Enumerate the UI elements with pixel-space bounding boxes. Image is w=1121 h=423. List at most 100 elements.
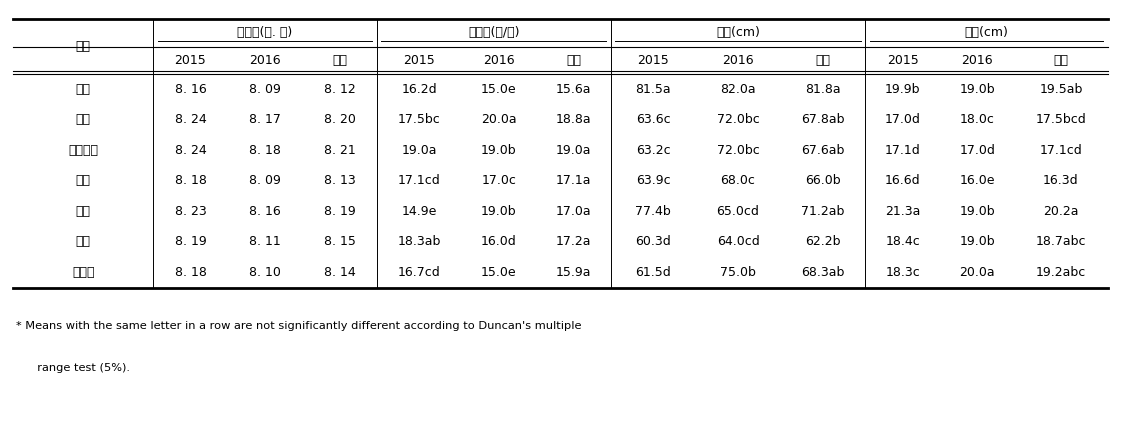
Text: 17.0a: 17.0a	[556, 205, 591, 218]
Text: 17.1cd: 17.1cd	[1039, 144, 1083, 157]
Text: 2015: 2015	[175, 54, 206, 67]
Text: 8. 16: 8. 16	[249, 205, 281, 218]
Text: 8. 13: 8. 13	[324, 174, 355, 187]
Text: 64.0cd: 64.0cd	[716, 236, 759, 248]
Text: 현품: 현품	[76, 205, 91, 218]
Text: 호품: 호품	[76, 236, 91, 248]
Text: 19.0a: 19.0a	[556, 144, 591, 157]
Text: 81.5a: 81.5a	[636, 83, 671, 96]
Text: 19.9b: 19.9b	[884, 83, 920, 96]
Text: 출수기(월. 일): 출수기(월. 일)	[238, 26, 293, 39]
Text: 2015: 2015	[887, 54, 918, 67]
Text: 15.9a: 15.9a	[556, 266, 591, 279]
Text: 19.0b: 19.0b	[960, 83, 995, 96]
Text: 간장(cm): 간장(cm)	[716, 26, 760, 39]
Text: 63.9c: 63.9c	[636, 174, 670, 187]
Text: 2016: 2016	[722, 54, 753, 67]
Text: 19.0b: 19.0b	[481, 144, 517, 157]
Text: 72.0bc: 72.0bc	[716, 144, 759, 157]
Text: 66.0b: 66.0b	[805, 174, 841, 187]
Text: 17.0d: 17.0d	[884, 113, 920, 126]
Text: 17.2a: 17.2a	[556, 236, 591, 248]
Text: 분염수(개/주): 분염수(개/주)	[467, 26, 519, 39]
Text: 75.0b: 75.0b	[720, 266, 756, 279]
Text: 17.1a: 17.1a	[556, 174, 591, 187]
Text: 8. 11: 8. 11	[249, 236, 281, 248]
Text: 20.0a: 20.0a	[960, 266, 995, 279]
Text: 17.5bc: 17.5bc	[398, 113, 441, 126]
Text: 18.0c: 18.0c	[960, 113, 994, 126]
Text: 2015: 2015	[637, 54, 669, 67]
Text: 품종: 품종	[76, 40, 91, 53]
Text: 17.1cd: 17.1cd	[398, 174, 441, 187]
Text: 8. 10: 8. 10	[249, 266, 281, 279]
Text: 8. 24: 8. 24	[175, 113, 206, 126]
Text: 8. 19: 8. 19	[324, 205, 355, 218]
Text: 8. 18: 8. 18	[175, 174, 206, 187]
Text: 19.5ab: 19.5ab	[1039, 83, 1083, 96]
Text: 16.3d: 16.3d	[1044, 174, 1078, 187]
Text: 해품: 해품	[76, 174, 91, 187]
Text: 82.0a: 82.0a	[720, 83, 756, 96]
Text: 14.9e: 14.9e	[401, 205, 437, 218]
Text: 18.8a: 18.8a	[556, 113, 591, 126]
Text: 2016: 2016	[483, 54, 515, 67]
Text: 8. 09: 8. 09	[249, 83, 281, 96]
Text: 8. 18: 8. 18	[175, 266, 206, 279]
Text: 16.6d: 16.6d	[884, 174, 920, 187]
Text: 수광: 수광	[76, 83, 91, 96]
Text: 미품: 미품	[76, 113, 91, 126]
Text: 77.4b: 77.4b	[636, 205, 671, 218]
Text: 18.4c: 18.4c	[886, 236, 920, 248]
Text: 8. 16: 8. 16	[175, 83, 206, 96]
Text: 72.0bc: 72.0bc	[716, 113, 759, 126]
Text: 평균: 평균	[566, 54, 581, 67]
Text: 68.0c: 68.0c	[721, 174, 756, 187]
Text: 16.7cd: 16.7cd	[398, 266, 441, 279]
Text: 19.0a: 19.0a	[401, 144, 437, 157]
Text: 신동진: 신동진	[72, 266, 94, 279]
Text: 8. 20: 8. 20	[324, 113, 355, 126]
Text: 16.0e: 16.0e	[960, 174, 994, 187]
Text: 67.8ab: 67.8ab	[802, 113, 844, 126]
Text: 2016: 2016	[249, 54, 280, 67]
Text: 8. 15: 8. 15	[324, 236, 355, 248]
Text: 8. 21: 8. 21	[324, 144, 355, 157]
Text: 71.2ab: 71.2ab	[802, 205, 844, 218]
Text: 17.0c: 17.0c	[482, 174, 517, 187]
Text: 61.5d: 61.5d	[636, 266, 671, 279]
Text: 8. 18: 8. 18	[249, 144, 281, 157]
Text: 63.6c: 63.6c	[636, 113, 670, 126]
Text: 평균: 평균	[332, 54, 348, 67]
Text: 15.0e: 15.0e	[481, 266, 517, 279]
Text: 8. 12: 8. 12	[324, 83, 355, 96]
Text: 20.0a: 20.0a	[481, 113, 517, 126]
Text: 17.1d: 17.1d	[884, 144, 920, 157]
Text: 17.0d: 17.0d	[960, 144, 995, 157]
Text: 평균: 평균	[1054, 54, 1068, 67]
Text: 62.2b: 62.2b	[805, 236, 841, 248]
Text: 19.0b: 19.0b	[960, 205, 995, 218]
Text: 19.2abc: 19.2abc	[1036, 266, 1086, 279]
Text: 81.8a: 81.8a	[805, 83, 841, 96]
Text: 60.3d: 60.3d	[636, 236, 671, 248]
Text: 63.2c: 63.2c	[636, 144, 670, 157]
Text: 8. 17: 8. 17	[249, 113, 281, 126]
Text: 16.2d: 16.2d	[401, 83, 437, 96]
Text: 68.3ab: 68.3ab	[802, 266, 844, 279]
Text: 15.6a: 15.6a	[556, 83, 591, 96]
Text: 18.7abc: 18.7abc	[1036, 236, 1086, 248]
Text: 평균: 평균	[815, 54, 831, 67]
Text: 65.0cd: 65.0cd	[716, 205, 759, 218]
Text: range test (5%).: range test (5%).	[30, 363, 130, 373]
Text: 18.3c: 18.3c	[886, 266, 920, 279]
Text: 18.3ab: 18.3ab	[398, 236, 441, 248]
Text: 8. 23: 8. 23	[175, 205, 206, 218]
Text: 19.0b: 19.0b	[481, 205, 517, 218]
Text: 영호진미: 영호진미	[68, 144, 99, 157]
Text: 8. 24: 8. 24	[175, 144, 206, 157]
Text: 21.3a: 21.3a	[884, 205, 920, 218]
Text: 2015: 2015	[404, 54, 435, 67]
Text: 8. 14: 8. 14	[324, 266, 355, 279]
Text: 67.6ab: 67.6ab	[802, 144, 844, 157]
